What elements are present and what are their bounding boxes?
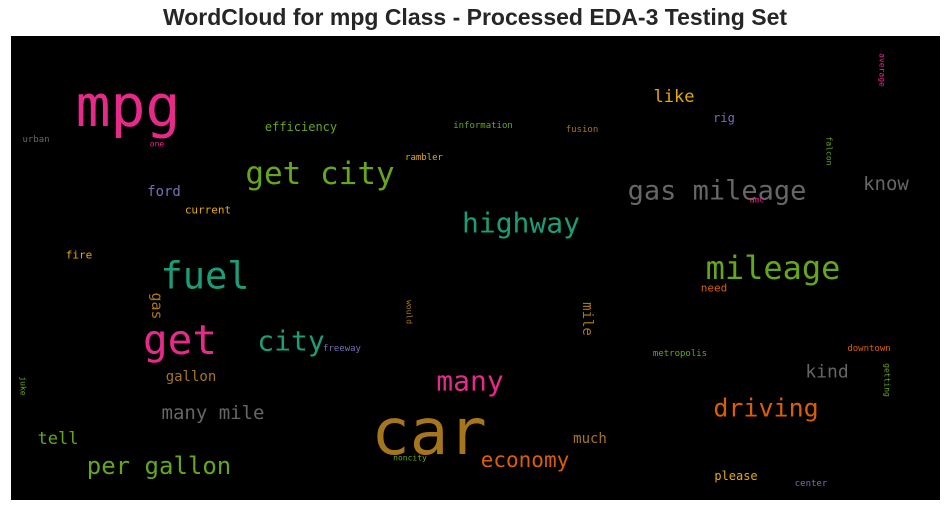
word-freeway: freeway — [323, 344, 362, 354]
word-mileage: mileage — [706, 249, 841, 287]
word-juke: juke — [19, 376, 28, 395]
word-amc: amc — [750, 196, 765, 205]
word-gas-mileage: gas mileage — [628, 176, 807, 207]
word-downtown: downtown — [847, 344, 890, 354]
word-get: get — [143, 316, 217, 364]
word-city: city — [257, 325, 324, 358]
word-efficiency: efficiency — [265, 120, 337, 134]
word-like: like — [654, 87, 695, 107]
word-mile: mile — [579, 302, 595, 336]
word-highway: highway — [462, 207, 580, 240]
word-driving: driving — [713, 394, 818, 423]
word-per-gallon: per gallon — [87, 452, 232, 480]
word-gas: gas — [148, 292, 166, 319]
word-metropolis: metropolis — [653, 349, 707, 359]
wordcloud-svg: car mpg get fuel mileage get city city gas mile… — [19, 53, 910, 489]
word-get-city: get city — [245, 156, 394, 192]
word-please: please — [714, 469, 757, 483]
word-car: car — [371, 396, 487, 470]
word-urban: urban — [22, 135, 49, 145]
word-average: average — [878, 53, 887, 87]
word-center: center — [795, 479, 828, 489]
word-much: much — [573, 431, 607, 447]
word-economy: economy — [481, 448, 570, 472]
word-rambler: rambler — [405, 153, 444, 163]
chart-title: WordCloud for mpg Class - Processed EDA-… — [162, 4, 788, 30]
word-ford: ford — [147, 184, 181, 200]
word-many: many — [436, 365, 503, 398]
word-gallon: gallon — [166, 369, 217, 385]
word-fuel: fuel — [160, 255, 249, 298]
wordcloud-canvas: car mpg get fuel mileage get city city gas mile… — [11, 36, 940, 500]
word-fusion: fusion — [566, 125, 599, 135]
word-rig: rig — [713, 111, 735, 125]
word-tell: tell — [38, 429, 79, 449]
word-many-mile: many mile — [162, 402, 265, 424]
word-current: current — [185, 204, 231, 217]
word-information: information — [453, 121, 513, 131]
word-one: one — [150, 140, 165, 149]
word-know: know — [863, 173, 909, 195]
word-would: would — [405, 300, 414, 324]
word-kind: kind — [805, 362, 848, 383]
word-mpg: mpg — [76, 72, 181, 140]
word-falcon: falcon — [825, 137, 834, 166]
word-noncity: noncity — [393, 454, 427, 463]
word-fire: fire — [66, 249, 93, 262]
word-getting: getting — [883, 363, 892, 397]
word-need: need — [701, 282, 728, 295]
